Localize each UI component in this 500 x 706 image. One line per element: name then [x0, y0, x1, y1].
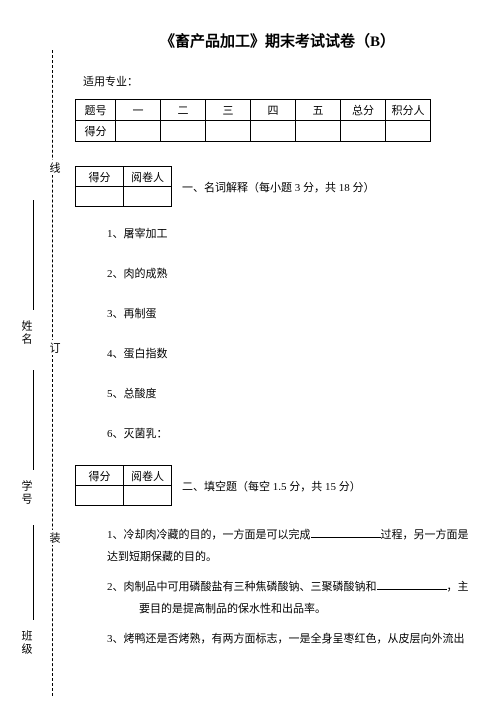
blank — [311, 527, 381, 538]
binding-line-name — [33, 200, 34, 310]
mini-h2: 阅卷人 — [124, 466, 172, 486]
section1-header: 得分 阅卷人 一、名词解释（每小题 3 分，共 18 分） — [75, 166, 480, 207]
s2-q2: 2、肉制品中可用磷酸盐有三种焦磷酸钠、三聚磷酸钠和，主要目的是提高制品的保水性和… — [107, 576, 474, 620]
s1-item-5: 5、总酸度 — [107, 385, 480, 401]
mini-cell — [124, 486, 172, 506]
binding-label-name: 姓名 — [18, 320, 34, 346]
mini-h1: 得分 — [76, 466, 124, 486]
cell — [296, 121, 341, 142]
section2-header: 得分 阅卷人 二、填空题（每空 1.5 分，共 15 分） — [75, 465, 480, 506]
th-scorer: 积分人 — [386, 100, 431, 121]
binding-label-id: 学号 — [18, 480, 34, 506]
blank — [377, 579, 447, 590]
section1-title: 一、名词解释（每小题 3 分，共 18 分） — [182, 179, 375, 195]
th-3: 三 — [206, 100, 251, 121]
th-5: 五 — [296, 100, 341, 121]
binding-mark-ding: 订 — [46, 340, 62, 355]
score-summary-table: 题号 一 二 三 四 五 总分 积分人 得分 — [75, 99, 431, 142]
section2-title: 二、填空题（每空 1.5 分，共 15 分） — [182, 478, 361, 494]
cell — [206, 121, 251, 142]
binding-margin: 线 订 装 姓名 学号 班级 — [0, 0, 70, 706]
exam-title: 《畜产品加工》期末考试试卷（B） — [75, 30, 480, 51]
binding-line-id — [33, 370, 34, 470]
th-2: 二 — [161, 100, 206, 121]
s2-q2a: 2、肉制品中可用磷酸盐有三种焦磷酸钠、三聚磷酸钠和 — [107, 581, 377, 593]
cell — [341, 121, 386, 142]
s1-item-2: 2、肉的成熟 — [107, 265, 480, 281]
th-total: 总分 — [341, 100, 386, 121]
s1-item-1: 1、屠宰加工 — [107, 225, 480, 241]
binding-line-class — [33, 525, 34, 620]
mini-cell — [76, 187, 124, 207]
section2-score-table: 得分 阅卷人 — [75, 465, 172, 506]
cell — [116, 121, 161, 142]
binding-label-class: 班级 — [18, 630, 34, 656]
binding-mark-zhuang: 装 — [46, 530, 62, 545]
th-label: 题号 — [76, 100, 116, 121]
row-score-label: 得分 — [76, 121, 116, 142]
s1-item-6: 6、灭菌乳： — [107, 425, 480, 441]
s2-q1: 1、冷却肉冷藏的目的，一方面是可以完成过程，另一方面是达到短期保藏的目的。 — [107, 524, 474, 568]
mini-h2: 阅卷人 — [124, 167, 172, 187]
s2-q3: 3、烤鸭还是否烤熟，有两方面标志，一是全身呈枣红色，从皮层向外流出 — [107, 628, 474, 650]
s2-q1a: 1、冷却肉冷藏的目的，一方面是可以完成 — [107, 529, 311, 541]
th-1: 一 — [116, 100, 161, 121]
cell — [251, 121, 296, 142]
applicable-major: 适用专业： — [83, 73, 480, 89]
mini-cell — [124, 187, 172, 207]
page-content: 《畜产品加工》期末考试试卷（B） 适用专业： 题号 一 二 三 四 五 总分 积… — [75, 0, 480, 706]
binding-mark-xian: 线 — [46, 160, 62, 175]
th-4: 四 — [251, 100, 296, 121]
s1-item-3: 3、再制蛋 — [107, 305, 480, 321]
section1-score-table: 得分 阅卷人 — [75, 166, 172, 207]
s1-item-4: 4、蛋白指数 — [107, 345, 480, 361]
binding-dash-line — [52, 50, 53, 696]
cell — [161, 121, 206, 142]
mini-h1: 得分 — [76, 167, 124, 187]
cell — [386, 121, 431, 142]
mini-cell — [76, 486, 124, 506]
